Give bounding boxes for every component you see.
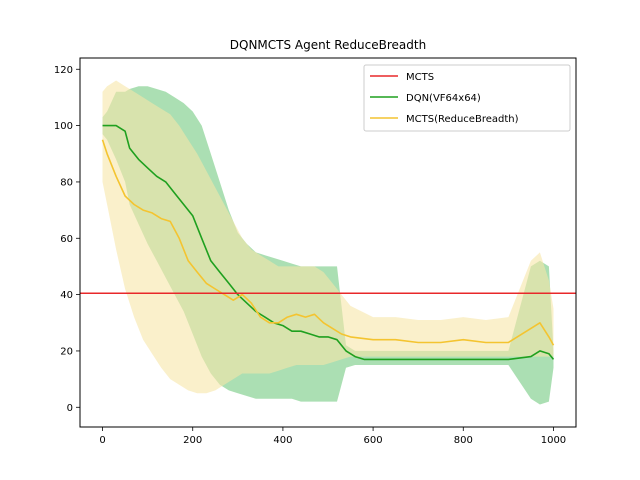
legend-label-mcts-reducebreadth: MCTS(ReduceBreadth)	[406, 114, 519, 125]
series-line-mcts-reducebreadth	[101, 139, 555, 346]
x-tick-label: 1000	[541, 435, 566, 446]
legend-box	[363, 64, 571, 132]
legend: MCTS DQN(VF64x64) MCTS(ReduceBreadth)	[363, 64, 571, 132]
legend-label-dqn-vf64x64: DQN(VF64x64)	[406, 93, 481, 104]
y-tick-label: 0	[67, 403, 73, 414]
x-tick-label: 400	[273, 435, 292, 446]
y-tick-label: 40	[60, 290, 73, 301]
x-tick-label: 800	[454, 435, 473, 446]
plot-area	[80, 80, 576, 405]
band-mcts-reducebreadth	[102, 80, 554, 394]
x-tick-label: 200	[183, 435, 202, 446]
series-line-dqn-vf64x64	[102, 124, 555, 361]
y-tick-label: 100	[54, 121, 73, 132]
chart-title: DQNMCTS Agent ReduceBreadth	[230, 38, 426, 52]
x-tick-label: 600	[364, 435, 383, 446]
y-tick-label: 60	[60, 234, 73, 245]
y-tick-label: 20	[60, 346, 73, 357]
y-tick-label: 120	[54, 65, 73, 76]
x-tick-label: 0	[99, 435, 105, 446]
legend-label-mcts: MCTS	[406, 72, 434, 83]
x-axis: 0 200 400 600 800 1000	[99, 427, 566, 446]
axes-frame	[79, 57, 577, 428]
y-axis: 0 20 40 60 80 100 120	[54, 65, 80, 414]
y-tick-label: 80	[60, 177, 73, 188]
